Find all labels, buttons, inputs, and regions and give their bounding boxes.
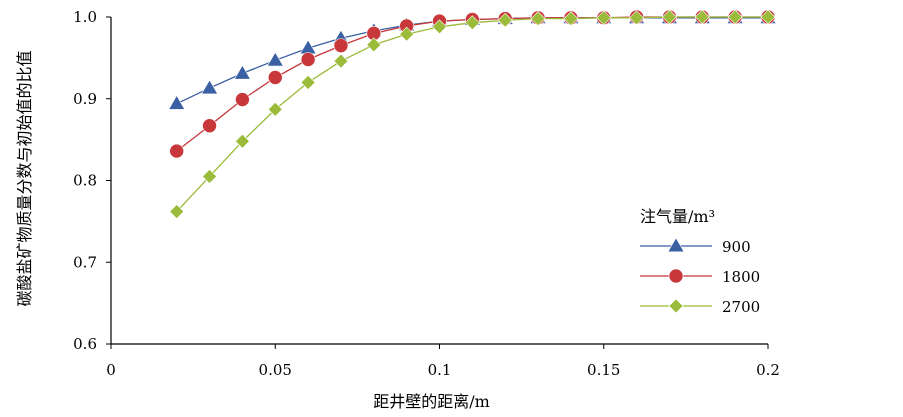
data-point-900: [233, 64, 251, 80]
data-point-1800: [267, 70, 283, 85]
x-tick-label: 0.1: [428, 361, 452, 379]
legend-entry-1800: 1800: [640, 268, 760, 286]
y-tick-label: 0.9: [73, 90, 97, 108]
legend-marker: [667, 237, 685, 253]
data-point-2700: [333, 53, 349, 69]
data-point-2700: [629, 10, 645, 26]
legend-marker: [668, 298, 684, 314]
data-point-2700: [727, 9, 743, 25]
data-point-2700: [432, 19, 447, 35]
data-point-2700: [563, 11, 579, 27]
data-point-900: [201, 79, 219, 95]
data-point-1800: [300, 52, 316, 67]
legend-label: 2700: [722, 298, 760, 316]
legend-label: 900: [722, 238, 751, 256]
data-point-1800: [202, 118, 217, 134]
series-1800: [169, 9, 776, 159]
legend-entry-900: 900: [640, 237, 751, 256]
x-tick-label: 0.15: [587, 361, 620, 379]
data-point-900: [266, 51, 284, 67]
series-layer: [168, 9, 777, 219]
legend-marker: [668, 268, 684, 284]
data-point-1800: [235, 92, 250, 107]
data-point-2700: [596, 10, 612, 26]
data-point-2700: [202, 168, 217, 184]
data-point-2700: [399, 26, 415, 42]
data-point-2700: [267, 101, 283, 117]
data-point-2700: [366, 37, 382, 53]
legend-label: 1800: [722, 268, 760, 286]
x-tick-label: 0.2: [756, 361, 780, 379]
data-point-2700: [300, 74, 316, 90]
x-tick-label: 0: [106, 361, 116, 379]
data-point-2700: [234, 133, 250, 149]
data-point-2700: [169, 204, 185, 219]
axes: 0.6 0.7 0.8 0.9 1.0 0 0.05 0.1 0.15 0.2: [73, 8, 780, 379]
data-point-900: [168, 95, 186, 110]
y-axis-title: 碳酸盐矿物质量分数与初始值的比值: [15, 50, 34, 306]
data-point-2700: [464, 15, 480, 31]
series-line-900: [176, 17, 768, 105]
y-tick-label: 1.0: [73, 8, 97, 26]
data-point-2700: [694, 9, 710, 25]
series-line-2700: [176, 16, 768, 213]
y-tick-label: 0.8: [73, 172, 97, 190]
data-point-2700: [530, 11, 546, 27]
series-line-1800: [176, 16, 768, 152]
data-point-2700: [760, 9, 776, 25]
y-tick-label: 0.7: [73, 253, 97, 271]
data-point-1800: [333, 38, 349, 53]
data-point-2700: [497, 12, 513, 28]
x-axis-title: 距井壁的距离/m: [373, 392, 490, 411]
legend-title: 注气量/m³: [640, 207, 715, 226]
data-point-1800: [169, 143, 184, 159]
legend: 注气量/m³ 900 1800 2700: [640, 207, 760, 316]
series-2700: [169, 9, 776, 219]
y-tick-label: 0.6: [73, 335, 97, 353]
data-point-2700: [662, 9, 677, 25]
legend-entry-2700: 2700: [640, 298, 760, 316]
x-tick-label: 0.05: [259, 361, 292, 379]
